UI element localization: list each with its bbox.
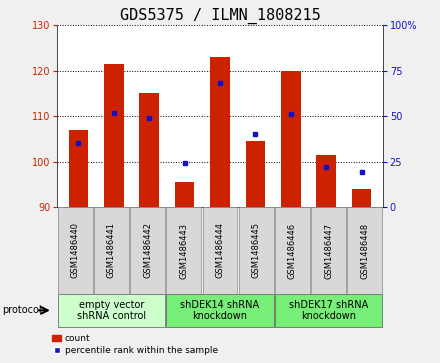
Bar xyxy=(316,155,336,207)
Bar xyxy=(210,57,230,207)
Bar xyxy=(166,294,274,327)
Legend: count, percentile rank within the sample: count, percentile rank within the sample xyxy=(48,331,221,359)
Text: GSM1486444: GSM1486444 xyxy=(216,223,224,278)
Text: GSM1486445: GSM1486445 xyxy=(252,223,260,278)
Bar xyxy=(281,71,301,207)
Text: GSM1486443: GSM1486443 xyxy=(180,223,188,278)
Bar xyxy=(166,207,201,294)
Bar xyxy=(352,189,371,207)
Bar xyxy=(239,207,274,294)
Bar xyxy=(275,207,310,294)
Text: protocol: protocol xyxy=(2,305,42,315)
Bar xyxy=(58,207,93,294)
Text: GSM1486441: GSM1486441 xyxy=(107,223,116,278)
Bar xyxy=(203,207,237,294)
Text: shDEK17 shRNA
knockdown: shDEK17 shRNA knockdown xyxy=(289,299,368,321)
Title: GDS5375 / ILMN_1808215: GDS5375 / ILMN_1808215 xyxy=(120,8,320,24)
Bar xyxy=(69,130,88,207)
Text: GSM1486440: GSM1486440 xyxy=(71,223,80,278)
Bar xyxy=(175,182,194,207)
Text: shDEK14 shRNA
knockdown: shDEK14 shRNA knockdown xyxy=(180,299,260,321)
Bar xyxy=(104,64,124,207)
Bar xyxy=(139,93,159,207)
Text: GSM1486442: GSM1486442 xyxy=(143,223,152,278)
Text: GSM1486446: GSM1486446 xyxy=(288,223,297,278)
Bar xyxy=(246,141,265,207)
Text: GSM1486447: GSM1486447 xyxy=(324,223,333,278)
Bar xyxy=(130,207,165,294)
Bar xyxy=(347,207,382,294)
Bar xyxy=(94,207,129,294)
Bar xyxy=(58,294,165,327)
Bar xyxy=(275,294,382,327)
Text: GSM1486448: GSM1486448 xyxy=(360,223,369,278)
Text: empty vector
shRNA control: empty vector shRNA control xyxy=(77,299,146,321)
Bar xyxy=(311,207,346,294)
